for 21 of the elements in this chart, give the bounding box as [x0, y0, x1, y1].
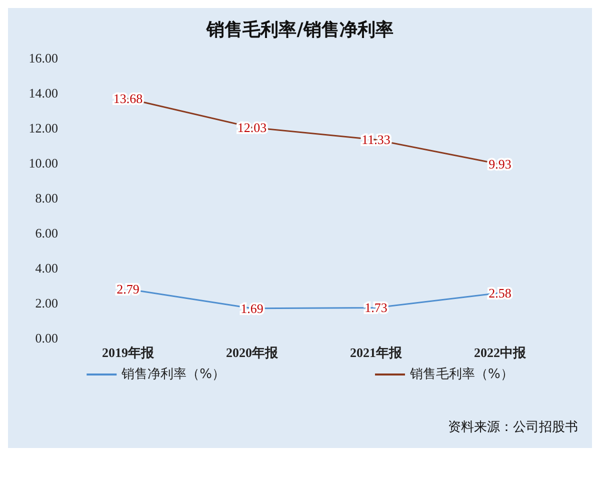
x-tick-label: 2021年报 — [350, 345, 403, 360]
data-label: 9.93 — [488, 156, 512, 172]
legend-label: 销售净利率（%） — [120, 366, 226, 382]
data-label: 2.79 — [116, 282, 140, 297]
data-label: 13.68 — [113, 91, 143, 106]
y-tick-label: 6.00 — [35, 226, 58, 240]
x-tick-label: 2020年报 — [226, 345, 279, 360]
legend-label: 销售毛利率（%） — [409, 366, 514, 382]
y-tick-label: 4.00 — [35, 260, 58, 276]
y-tick-label: 8.00 — [35, 190, 58, 206]
chart-title: 销售毛利率/销售净利率 — [206, 20, 394, 40]
x-tick-label: 2019年报 — [102, 345, 155, 360]
data-label: 2.58 — [488, 285, 512, 300]
y-tick-label: 2.00 — [35, 296, 58, 310]
y-tick-label: 14.00 — [28, 86, 58, 100]
y-tick-label: 16.00 — [28, 50, 58, 66]
y-tick-label: 0.00 — [35, 330, 58, 346]
y-tick-label: 10.00 — [28, 156, 58, 170]
text: 资料来源：公司招股书 — [448, 420, 578, 435]
x-tick-label: 2022中报 — [474, 345, 527, 360]
y-tick-label: 12.00 — [28, 120, 58, 136]
